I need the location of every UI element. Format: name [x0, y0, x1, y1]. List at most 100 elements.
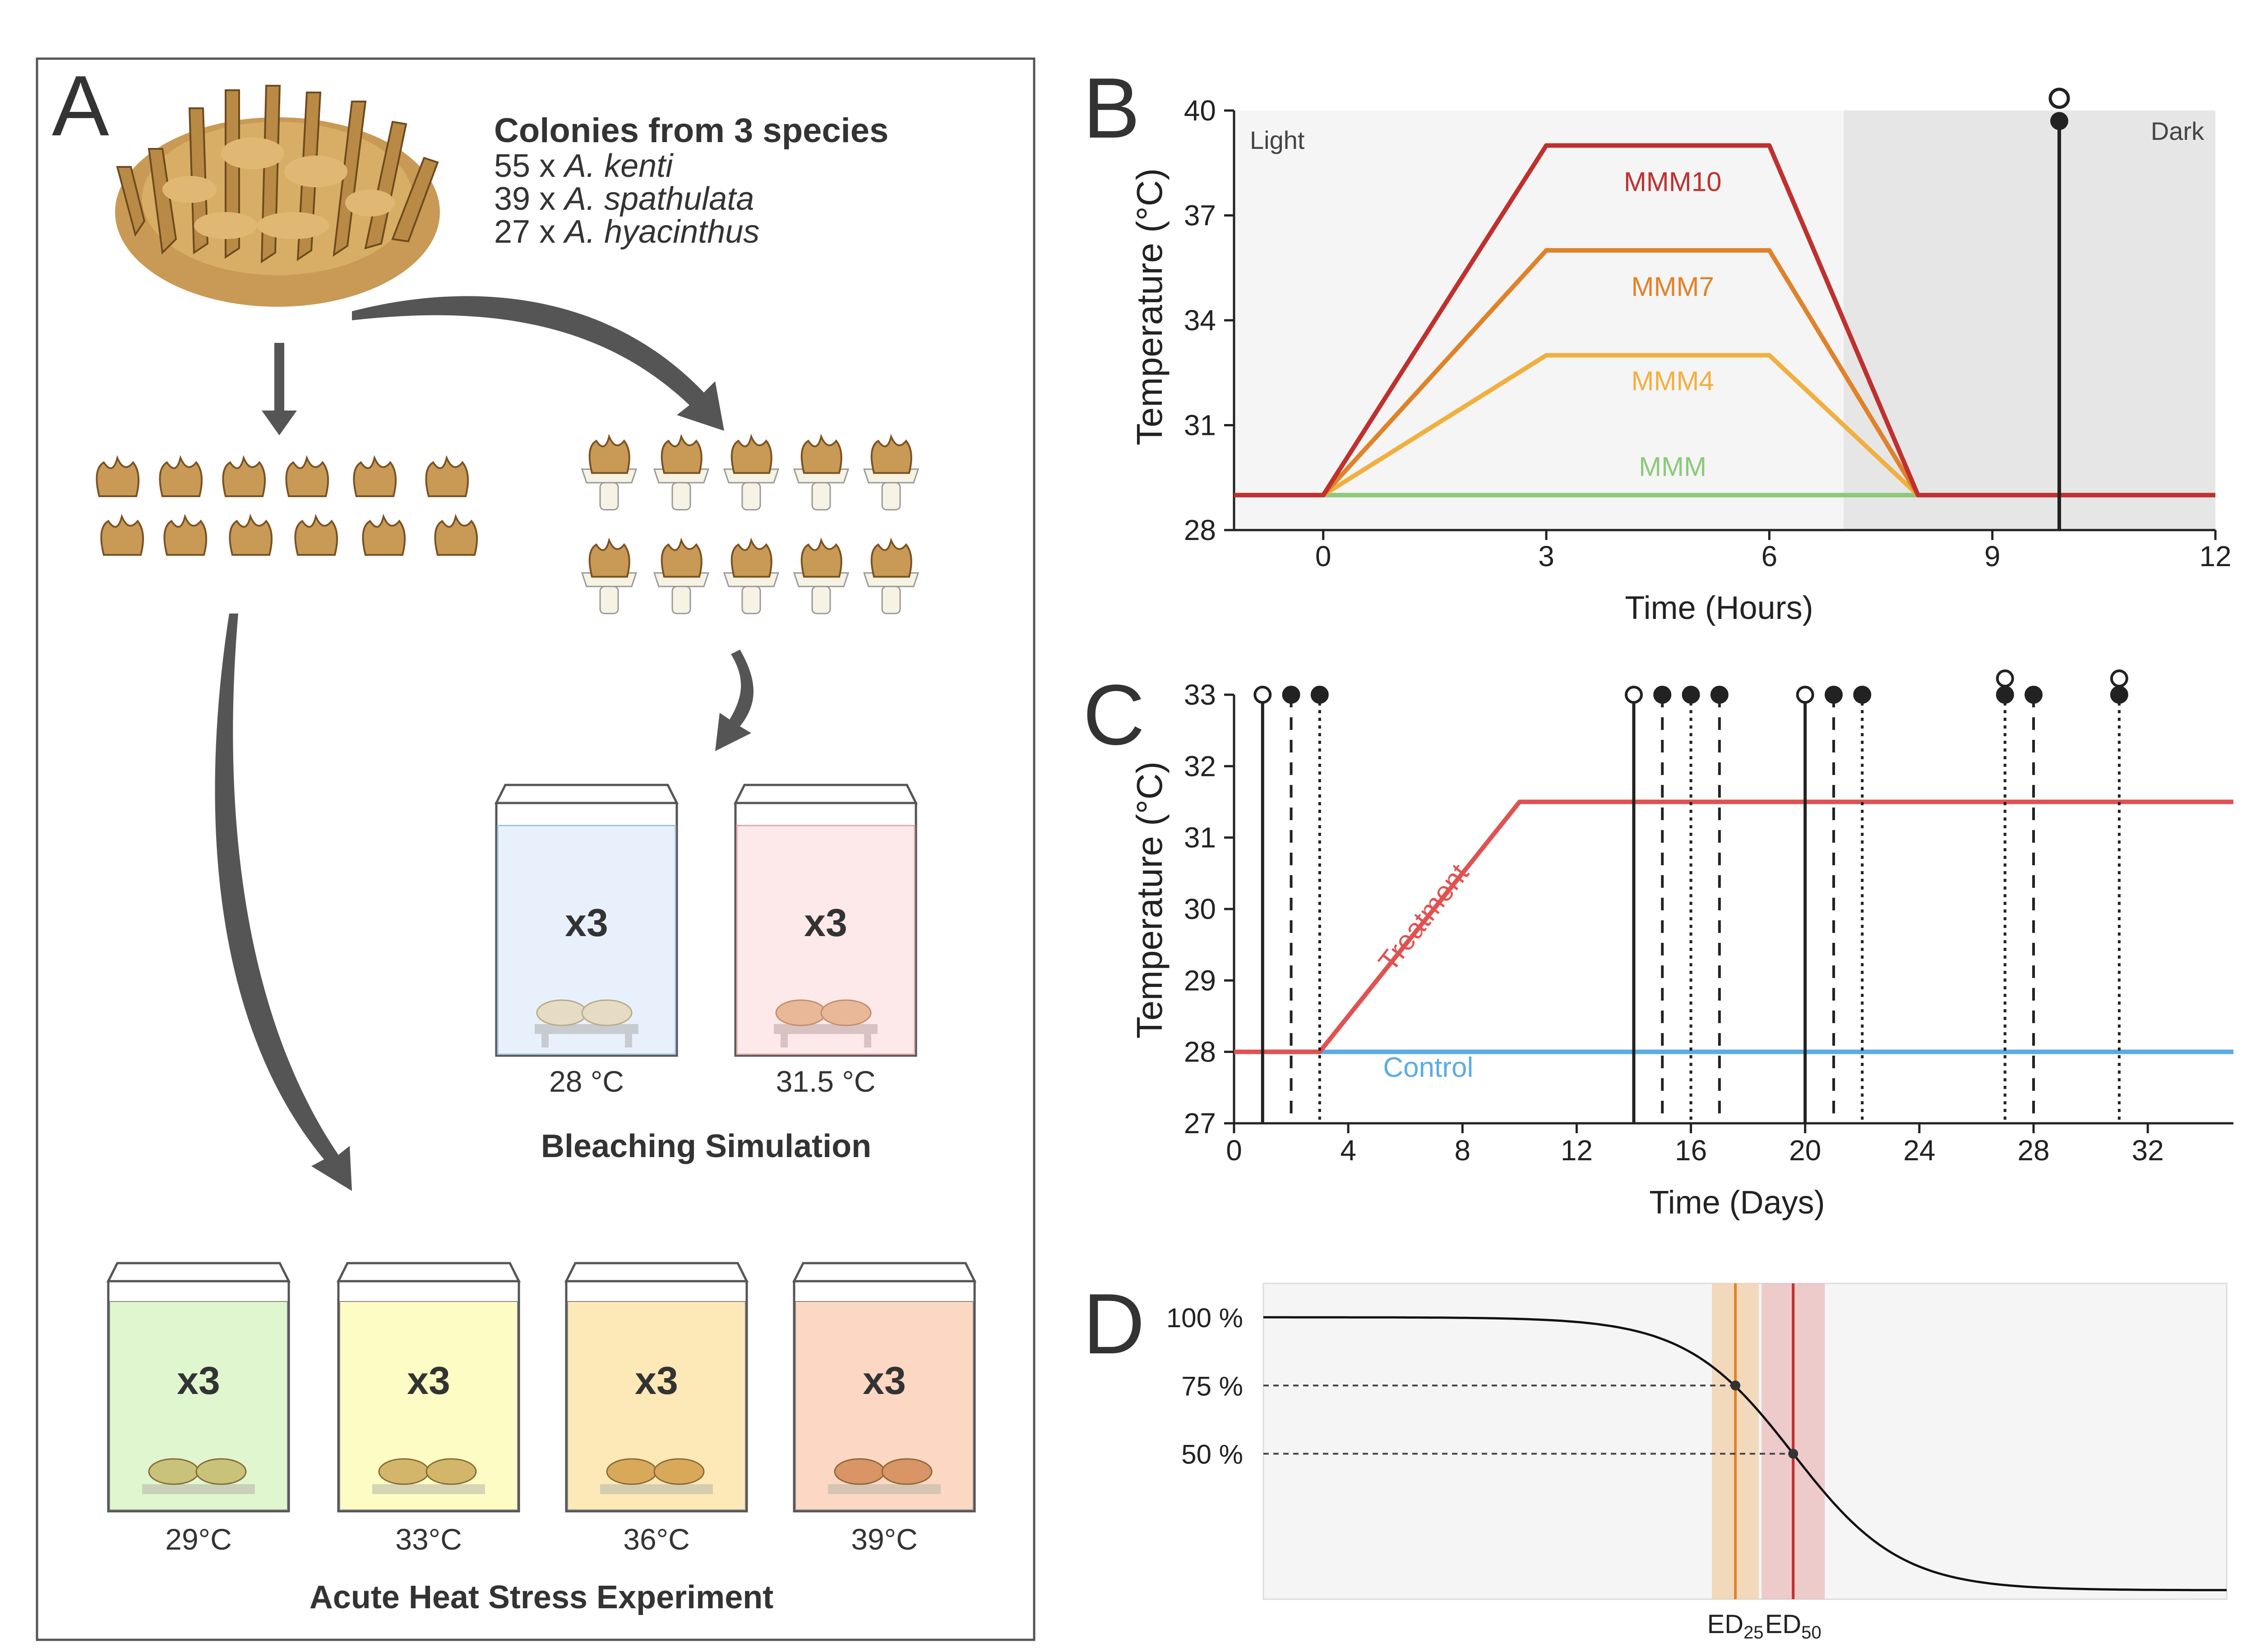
sampling-marker-open	[1625, 686, 1643, 704]
species-line-3: 27 x A. hyacinthus	[494, 214, 759, 250]
tank-water	[795, 1301, 974, 1510]
dose-response-curve	[1263, 1316, 2227, 1592]
sampling-marker-filled	[1682, 686, 1700, 704]
y-tick-label: 29	[1184, 964, 1216, 997]
coral-fragment	[96, 455, 140, 497]
species-line-2: 39 x A. spathulata	[494, 181, 754, 217]
series-line-treatment	[1262, 799, 2233, 1054]
sampling-marker-filled	[1282, 686, 1300, 704]
x-tick-label: 9	[1984, 540, 2001, 572]
x-tick-label: 28	[2017, 1134, 2049, 1167]
panel-a-letter: A	[52, 58, 109, 154]
x-tick-label: 4	[1340, 1134, 1356, 1167]
coral-fragment	[434, 513, 478, 556]
y-tick-label: 75 %	[1181, 1371, 1243, 1401]
x-axis-label: Time (Days)	[1649, 1185, 1825, 1221]
x-tick-label: 0	[1226, 1134, 1242, 1167]
replicate-label: x3	[177, 1359, 220, 1403]
x-tick-label: 16	[1675, 1134, 1707, 1167]
sampling-marker-filled	[1825, 686, 1843, 704]
tank-control: x3 28 °C	[494, 784, 679, 1098]
panel-b: B Temperature (°C) Time (Hours) Light Dar…	[1083, 60, 2232, 626]
sampling-marker-filled	[1853, 686, 1872, 704]
y-tick-label: 50 %	[1181, 1440, 1243, 1470]
x-tick-label: 8	[1454, 1134, 1470, 1167]
sampling-marker-filled	[1710, 686, 1729, 704]
sampling-marker-open	[1253, 686, 1272, 704]
colonies-title: Colonies from 3 species	[494, 111, 888, 150]
coral-fragment	[159, 455, 203, 497]
panel-c: C Temperature (°C) Time (Days) 0 4 8 12 16 20…	[1083, 667, 2233, 1221]
panel-a: A	[36, 57, 1036, 1641]
dark-label: Dark	[2151, 117, 2205, 145]
coral-fragment	[163, 513, 208, 556]
sampling-marker-open	[2110, 669, 2128, 688]
replicate-label: x3	[863, 1359, 906, 1403]
acute-tank: x3 36°C	[564, 1262, 749, 1556]
coral-fragment	[100, 513, 144, 556]
y-axis-label: Temperature (°C)	[1129, 761, 1170, 1038]
panel-d-letter: D	[1083, 1276, 1145, 1372]
acute-tank: x3 39°C	[792, 1262, 977, 1556]
y-tick-label: 31	[1184, 821, 1216, 854]
dark-period-background	[1844, 111, 2215, 530]
y-tick-label: 34	[1184, 304, 1216, 337]
sampling-marker-open	[1996, 669, 2014, 688]
series-label-mmm10: MMM10	[1624, 166, 1722, 197]
y-tick-label: 31	[1184, 409, 1216, 442]
sampling-marker-filled	[1653, 686, 1672, 704]
ed-point	[1788, 1449, 1798, 1459]
coral-fragment	[661, 537, 703, 578]
sampling-marker-filled	[1996, 686, 2014, 704]
coral-fragment	[870, 434, 912, 474]
y-tick-label: 33	[1184, 678, 1216, 711]
ed-point	[1730, 1380, 1741, 1391]
y-tick-label: 40	[1184, 94, 1216, 127]
coral-fragment	[353, 455, 397, 497]
y-tick-label: 37	[1184, 199, 1216, 232]
x-tick-label: 24	[1903, 1134, 1935, 1167]
sampling-marker-open	[1796, 686, 1814, 704]
x-tick-label: 3	[1538, 540, 1554, 572]
coral-fragment	[285, 455, 329, 497]
y-tick-label: 32	[1184, 750, 1216, 782]
y-tick-label: 28	[1184, 514, 1216, 546]
coral-fragments	[96, 455, 478, 556]
replicate-label: x3	[635, 1359, 678, 1403]
series-label-control: Control	[1383, 1052, 1473, 1083]
tank-temp-label: 33°C	[395, 1523, 462, 1556]
light-label: Light	[1250, 126, 1305, 154]
x-axis-label: Time (Hours)	[1625, 590, 1813, 626]
coral-fragment	[800, 537, 842, 578]
coral-fragment	[229, 513, 273, 556]
species-line-1: 55 x A. kenti	[494, 148, 674, 184]
bleaching-tanks: x3 28 °C x3 31.5 °C Bleaching Simulation	[494, 784, 918, 1164]
coral-fragments-on-plugs	[581, 434, 920, 614]
y-tick-label: 28	[1184, 1036, 1216, 1068]
x-tick-label: 20	[1789, 1134, 1821, 1167]
light-period-background	[1234, 111, 1844, 530]
tank-temp-label: 31.5 °C	[776, 1065, 876, 1098]
y-tick-label: 30	[1184, 893, 1216, 925]
panel-b-letter: B	[1083, 60, 1140, 156]
coral-fragment	[425, 455, 469, 497]
x-tick-label: 0	[1315, 540, 1331, 572]
ed25-label: ED25	[1707, 1610, 1764, 1643]
replicate-label: x3	[565, 901, 608, 945]
sampling-marker-filled	[2050, 112, 2068, 130]
tank-temp-label: 36°C	[623, 1523, 689, 1556]
arrow-down-left	[262, 343, 297, 435]
y-tick-label: 100 %	[1166, 1303, 1243, 1333]
acute-tanks: x3 29°C x3 33°C x3 36°C x3 39°C	[106, 1262, 977, 1556]
replicate-label: x3	[804, 901, 847, 945]
series-label-treatment: Treatment	[1373, 858, 1475, 977]
coral-fragment	[730, 537, 772, 578]
tank-water	[339, 1301, 518, 1510]
coral-fragment	[588, 537, 630, 578]
coral-fragment	[588, 434, 630, 474]
sampling-marker-open	[2048, 88, 2070, 109]
panel-c-letter: C	[1083, 667, 1145, 763]
coral-fragment	[800, 434, 842, 474]
arrow-curve-right	[352, 296, 724, 431]
